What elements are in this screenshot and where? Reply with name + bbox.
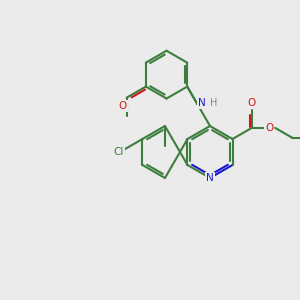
Text: N: N	[198, 98, 206, 108]
Text: O: O	[265, 123, 273, 133]
Text: O: O	[118, 100, 127, 111]
Text: Cl: Cl	[113, 147, 124, 157]
Text: H: H	[210, 98, 217, 108]
Text: N: N	[206, 173, 214, 183]
Text: O: O	[248, 98, 256, 108]
